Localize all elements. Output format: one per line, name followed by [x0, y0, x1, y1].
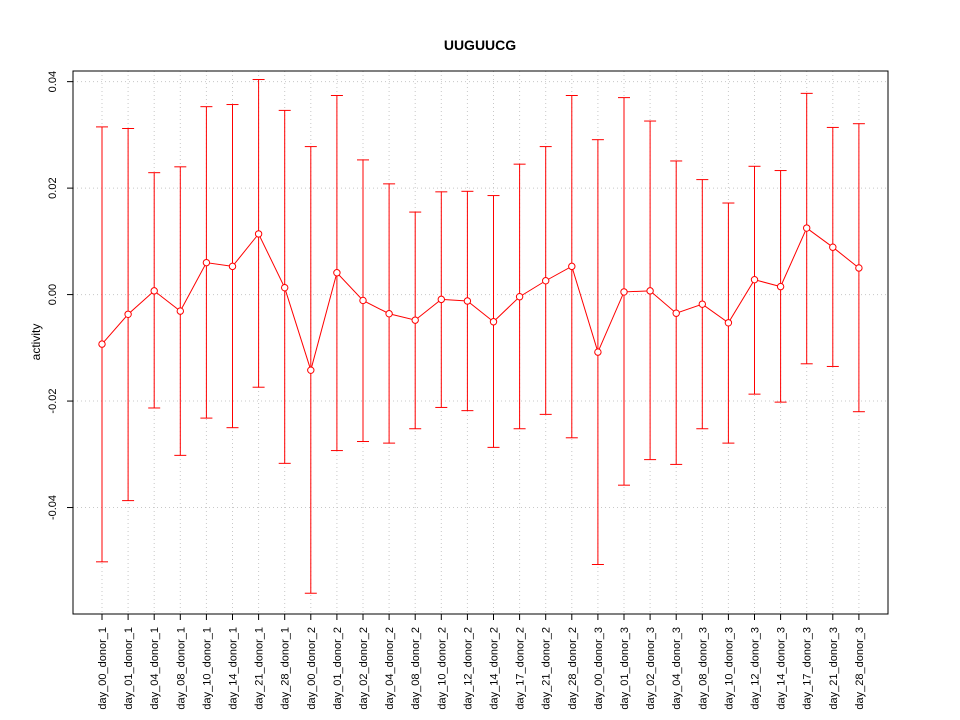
- x-tick-label: day_28_donor_2: [567, 627, 579, 710]
- x-tick-label: day_21_donor_2: [541, 627, 553, 710]
- y-tick-label: -0.04: [47, 495, 59, 520]
- x-tick-label: day_04_donor_1: [149, 627, 161, 710]
- y-tick-label: 0.00: [47, 284, 59, 305]
- data-point: [542, 277, 550, 285]
- x-tick-label: day_01_donor_2: [332, 627, 344, 710]
- data-point: [515, 293, 524, 301]
- grid-lines: [73, 71, 888, 614]
- data-point: [228, 262, 237, 271]
- x-tick-label: day_08_donor_2: [410, 627, 422, 710]
- x-tick-label: day_00_donor_3: [593, 627, 605, 710]
- x-tick-label: day_01_donor_3: [619, 627, 631, 710]
- x-tick-label: day_08_donor_3: [697, 627, 709, 710]
- data-point: [803, 224, 811, 232]
- data-point: [489, 318, 498, 326]
- data-point: [254, 230, 263, 238]
- data-point: [437, 295, 445, 304]
- data-point: [98, 340, 106, 348]
- data-point: [359, 296, 367, 305]
- x-tick-label: day_02_donor_2: [358, 627, 370, 710]
- x-tick-label: day_10_donor_2: [436, 627, 448, 710]
- x-tick-label: day_10_donor_3: [723, 627, 735, 710]
- data-point: [750, 275, 759, 284]
- data-point: [411, 316, 419, 324]
- x-tick-label: day_12_donor_2: [462, 627, 474, 710]
- chart-title: UUGUUCG: [444, 37, 516, 53]
- data-point: [776, 282, 785, 291]
- data-point: [281, 283, 289, 292]
- x-tick-label: day_04_donor_3: [671, 627, 683, 710]
- data-point: [672, 309, 680, 317]
- x-tick-label: day_17_donor_2: [515, 627, 527, 710]
- data-point: [124, 310, 132, 318]
- x-tick-label: day_04_donor_2: [384, 627, 396, 710]
- data-point: [620, 288, 628, 296]
- data-point: [463, 297, 472, 305]
- x-tick-label: day_08_donor_1: [175, 627, 187, 710]
- x-tick-label: day_28_donor_3: [854, 627, 866, 710]
- data-point: [829, 243, 837, 251]
- x-tick-label: day_00_donor_1: [97, 627, 109, 710]
- x-tick-label: day_21_donor_1: [254, 627, 266, 710]
- x-tick-label: day_00_donor_2: [306, 627, 318, 710]
- x-tick-label: day_17_donor_3: [802, 627, 814, 710]
- y-tick-label: -0.02: [47, 389, 59, 414]
- x-tick-label: day_14_donor_3: [776, 627, 788, 710]
- data-point: [176, 307, 185, 315]
- data-point: [385, 310, 393, 318]
- y-axis-label: activity: [29, 324, 43, 361]
- series-activity: [96, 79, 865, 594]
- x-tick-label: day_02_donor_3: [645, 627, 657, 710]
- x-tick-label: day_28_donor_1: [280, 627, 292, 710]
- y-tick-label: 0.04: [47, 71, 59, 92]
- x-tick-label: day_14_donor_1: [228, 627, 240, 710]
- x-tick-label: day_10_donor_1: [201, 627, 213, 710]
- axes: -0.04 -0.02 0.00 0.02 0.04 day_00_donor_1 day_…: [47, 71, 866, 710]
- data-point: [333, 269, 341, 277]
- x-tick-label: day_12_donor_3: [750, 627, 762, 710]
- data-point: [724, 319, 733, 327]
- data-point: [698, 300, 706, 308]
- x-tick-label: day_01_donor_1: [123, 627, 135, 710]
- data-point: [202, 258, 211, 267]
- data-point: [307, 366, 315, 374]
- plot-frame: [72, 70, 889, 615]
- data-point: [150, 287, 158, 295]
- x-tick-label: day_14_donor_2: [489, 627, 501, 710]
- data-point: [568, 262, 576, 271]
- data-point: [855, 264, 863, 272]
- data-point: [646, 287, 654, 295]
- y-tick-label: 0.02: [47, 177, 59, 198]
- data-point: [594, 348, 602, 356]
- x-tick-label: day_21_donor_3: [828, 627, 840, 710]
- series-line: [101, 227, 860, 372]
